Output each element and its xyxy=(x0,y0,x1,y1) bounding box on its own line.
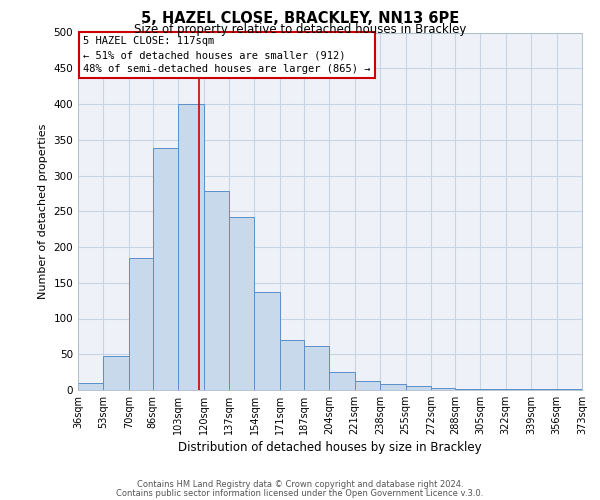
Bar xyxy=(380,384,406,390)
Text: 5 HAZEL CLOSE: 117sqm
← 51% of detached houses are smaller (912)
48% of semi-det: 5 HAZEL CLOSE: 117sqm ← 51% of detached … xyxy=(83,36,371,74)
Bar xyxy=(455,388,481,390)
Text: 5, HAZEL CLOSE, BRACKLEY, NN13 6PE: 5, HAZEL CLOSE, BRACKLEY, NN13 6PE xyxy=(141,11,459,26)
Bar xyxy=(481,388,506,390)
Text: Size of property relative to detached houses in Brackley: Size of property relative to detached ho… xyxy=(134,22,466,36)
Bar xyxy=(280,340,304,390)
Bar xyxy=(203,191,229,390)
Bar xyxy=(506,388,531,390)
X-axis label: Distribution of detached houses by size in Brackley: Distribution of detached houses by size … xyxy=(178,442,482,454)
Bar xyxy=(431,388,455,390)
Bar xyxy=(153,148,178,390)
Bar xyxy=(229,217,254,390)
Bar xyxy=(103,356,129,390)
Bar xyxy=(178,104,203,390)
Text: Contains public sector information licensed under the Open Government Licence v.: Contains public sector information licen… xyxy=(116,488,484,498)
Y-axis label: Number of detached properties: Number of detached properties xyxy=(38,124,48,299)
Bar xyxy=(78,383,103,390)
Bar xyxy=(329,372,355,390)
Bar xyxy=(129,258,153,390)
Bar xyxy=(557,388,582,390)
Bar xyxy=(531,388,557,390)
Bar xyxy=(406,386,431,390)
Text: Contains HM Land Registry data © Crown copyright and database right 2024.: Contains HM Land Registry data © Crown c… xyxy=(137,480,463,489)
Bar xyxy=(304,346,329,390)
Bar xyxy=(254,292,280,390)
Bar xyxy=(355,382,380,390)
